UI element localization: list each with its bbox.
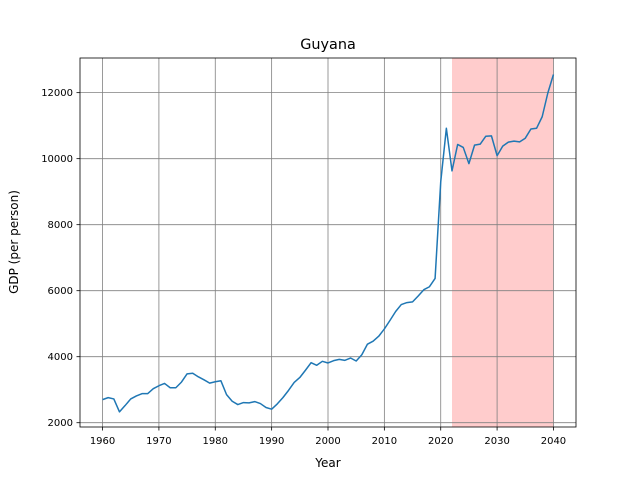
plot-area: 1960 1970 1980 1990 2000 2010 2020 2030 2040 2000… [41, 57, 577, 447]
y-tick-label: 12000 [41, 88, 73, 99]
y-tick-label: 4000 [48, 352, 73, 363]
y-tick-label: 10000 [41, 154, 73, 165]
x-tick-label: 2040 [541, 436, 566, 447]
x-tick-label: 1980 [203, 436, 228, 447]
x-tick-label: 1960 [90, 436, 115, 447]
x-tick-label: 2010 [372, 436, 397, 447]
y-tick-label: 8000 [48, 220, 73, 231]
chart-title: Guyana [300, 37, 356, 53]
y-tick-label: 6000 [48, 286, 73, 297]
x-tick-label: 2000 [315, 436, 340, 447]
y-tick-label: 2000 [48, 418, 73, 429]
shaded-region [452, 58, 554, 427]
x-axis-label: Year [314, 456, 340, 470]
x-tick-label: 1990 [259, 436, 284, 447]
y-axis-label: GDP (per person) [7, 190, 21, 294]
x-tick-label: 2020 [428, 436, 453, 447]
series-line [102, 74, 555, 413]
x-tick-label: 2030 [484, 436, 509, 447]
x-tick-label: 1970 [146, 436, 171, 447]
